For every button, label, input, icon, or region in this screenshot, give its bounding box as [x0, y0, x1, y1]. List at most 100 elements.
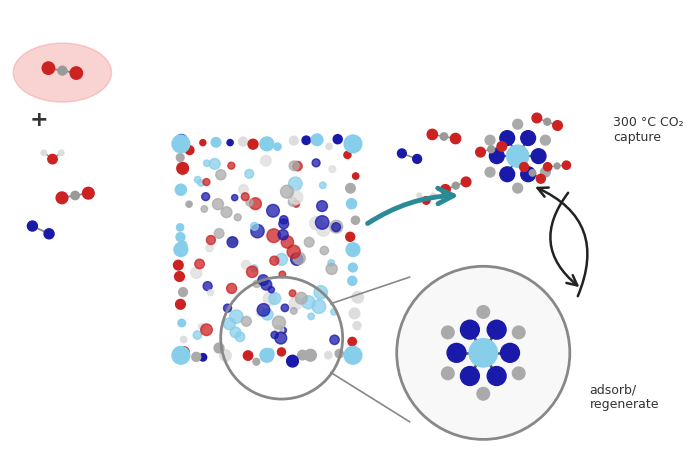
Circle shape	[512, 326, 525, 339]
Circle shape	[223, 318, 235, 330]
Circle shape	[531, 149, 546, 163]
Circle shape	[262, 309, 273, 320]
Circle shape	[281, 236, 293, 248]
Circle shape	[260, 156, 271, 166]
Circle shape	[251, 222, 258, 230]
Circle shape	[461, 177, 471, 187]
Circle shape	[178, 241, 187, 250]
Circle shape	[201, 324, 212, 336]
Circle shape	[316, 216, 329, 229]
Circle shape	[206, 244, 214, 252]
Circle shape	[489, 149, 504, 163]
Circle shape	[268, 287, 274, 293]
Circle shape	[257, 304, 270, 316]
Circle shape	[230, 327, 241, 338]
Circle shape	[500, 167, 514, 182]
Circle shape	[275, 332, 287, 344]
Circle shape	[195, 176, 201, 183]
Circle shape	[177, 162, 188, 174]
Circle shape	[344, 346, 362, 364]
Circle shape	[519, 162, 528, 171]
Circle shape	[529, 170, 536, 176]
Circle shape	[241, 316, 251, 326]
Circle shape	[440, 184, 450, 194]
Circle shape	[344, 135, 362, 153]
Circle shape	[290, 253, 303, 266]
Circle shape	[261, 279, 272, 290]
Circle shape	[304, 237, 314, 247]
Circle shape	[320, 246, 328, 255]
Circle shape	[193, 331, 202, 339]
Circle shape	[452, 182, 459, 189]
Circle shape	[431, 193, 435, 198]
Circle shape	[500, 343, 519, 362]
Circle shape	[302, 136, 310, 144]
Circle shape	[263, 292, 276, 306]
Circle shape	[48, 154, 57, 164]
Circle shape	[553, 121, 562, 130]
Circle shape	[272, 316, 286, 329]
Circle shape	[352, 292, 363, 303]
Circle shape	[287, 245, 300, 258]
Text: +: +	[29, 110, 48, 130]
Circle shape	[248, 139, 258, 149]
Circle shape	[56, 192, 68, 204]
Circle shape	[212, 198, 223, 210]
Circle shape	[260, 138, 272, 149]
Circle shape	[476, 147, 485, 157]
Circle shape	[512, 367, 525, 380]
Circle shape	[312, 159, 320, 167]
Circle shape	[398, 149, 406, 158]
Text: 300 °C CO₂
capture: 300 °C CO₂ capture	[613, 116, 684, 144]
Circle shape	[83, 187, 94, 199]
Circle shape	[330, 309, 337, 315]
Circle shape	[279, 216, 288, 224]
Circle shape	[554, 163, 560, 169]
Circle shape	[477, 387, 489, 400]
Circle shape	[174, 243, 188, 256]
Circle shape	[348, 246, 356, 253]
Circle shape	[330, 335, 340, 345]
Circle shape	[41, 150, 47, 156]
Circle shape	[176, 299, 186, 309]
Circle shape	[316, 201, 328, 212]
Circle shape	[346, 184, 356, 193]
Circle shape	[298, 350, 307, 360]
Circle shape	[543, 163, 552, 171]
Circle shape	[289, 161, 299, 171]
Circle shape	[227, 237, 238, 248]
Circle shape	[521, 167, 536, 182]
Circle shape	[176, 233, 185, 242]
Circle shape	[485, 167, 495, 177]
Circle shape	[201, 206, 208, 212]
Circle shape	[281, 304, 288, 312]
Circle shape	[450, 133, 461, 144]
Circle shape	[312, 300, 326, 313]
Circle shape	[427, 129, 438, 140]
Circle shape	[308, 313, 314, 320]
Circle shape	[304, 349, 316, 361]
Circle shape	[422, 197, 430, 204]
Circle shape	[214, 229, 224, 238]
Circle shape	[172, 135, 190, 153]
Circle shape	[487, 367, 506, 386]
Circle shape	[319, 182, 326, 189]
Circle shape	[199, 324, 205, 330]
Circle shape	[227, 284, 237, 293]
Circle shape	[270, 256, 279, 265]
Circle shape	[461, 320, 480, 339]
Circle shape	[249, 198, 261, 210]
Circle shape	[220, 350, 231, 361]
Circle shape	[497, 142, 507, 151]
Circle shape	[351, 140, 357, 146]
Circle shape	[289, 297, 302, 310]
Circle shape	[264, 349, 274, 358]
Circle shape	[176, 135, 187, 146]
Circle shape	[346, 243, 360, 256]
Circle shape	[485, 135, 495, 145]
Circle shape	[178, 346, 189, 358]
Circle shape	[70, 67, 83, 79]
Circle shape	[348, 351, 356, 358]
Circle shape	[256, 307, 265, 316]
Ellipse shape	[13, 43, 111, 102]
